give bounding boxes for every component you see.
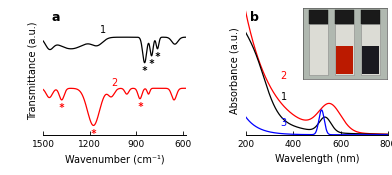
Y-axis label: Absorbance (a.u.): Absorbance (a.u.)	[230, 27, 240, 114]
Text: 1: 1	[281, 92, 287, 102]
X-axis label: Wavelength (nm): Wavelength (nm)	[274, 154, 359, 164]
Text: *: *	[137, 102, 143, 112]
Text: *: *	[59, 103, 65, 113]
Text: 1: 1	[100, 25, 106, 34]
Text: a: a	[52, 11, 60, 24]
Text: *: *	[154, 52, 160, 62]
Text: 2: 2	[111, 78, 118, 88]
Text: 3: 3	[281, 118, 287, 128]
Text: b: b	[250, 11, 259, 24]
Text: 2: 2	[281, 71, 287, 81]
X-axis label: Wavenumber (cm⁻¹): Wavenumber (cm⁻¹)	[65, 154, 164, 164]
Y-axis label: Transmittance (a.u.): Transmittance (a.u.)	[27, 22, 38, 120]
Text: *: *	[91, 129, 96, 139]
Text: *: *	[149, 59, 154, 69]
Text: *: *	[142, 66, 147, 76]
